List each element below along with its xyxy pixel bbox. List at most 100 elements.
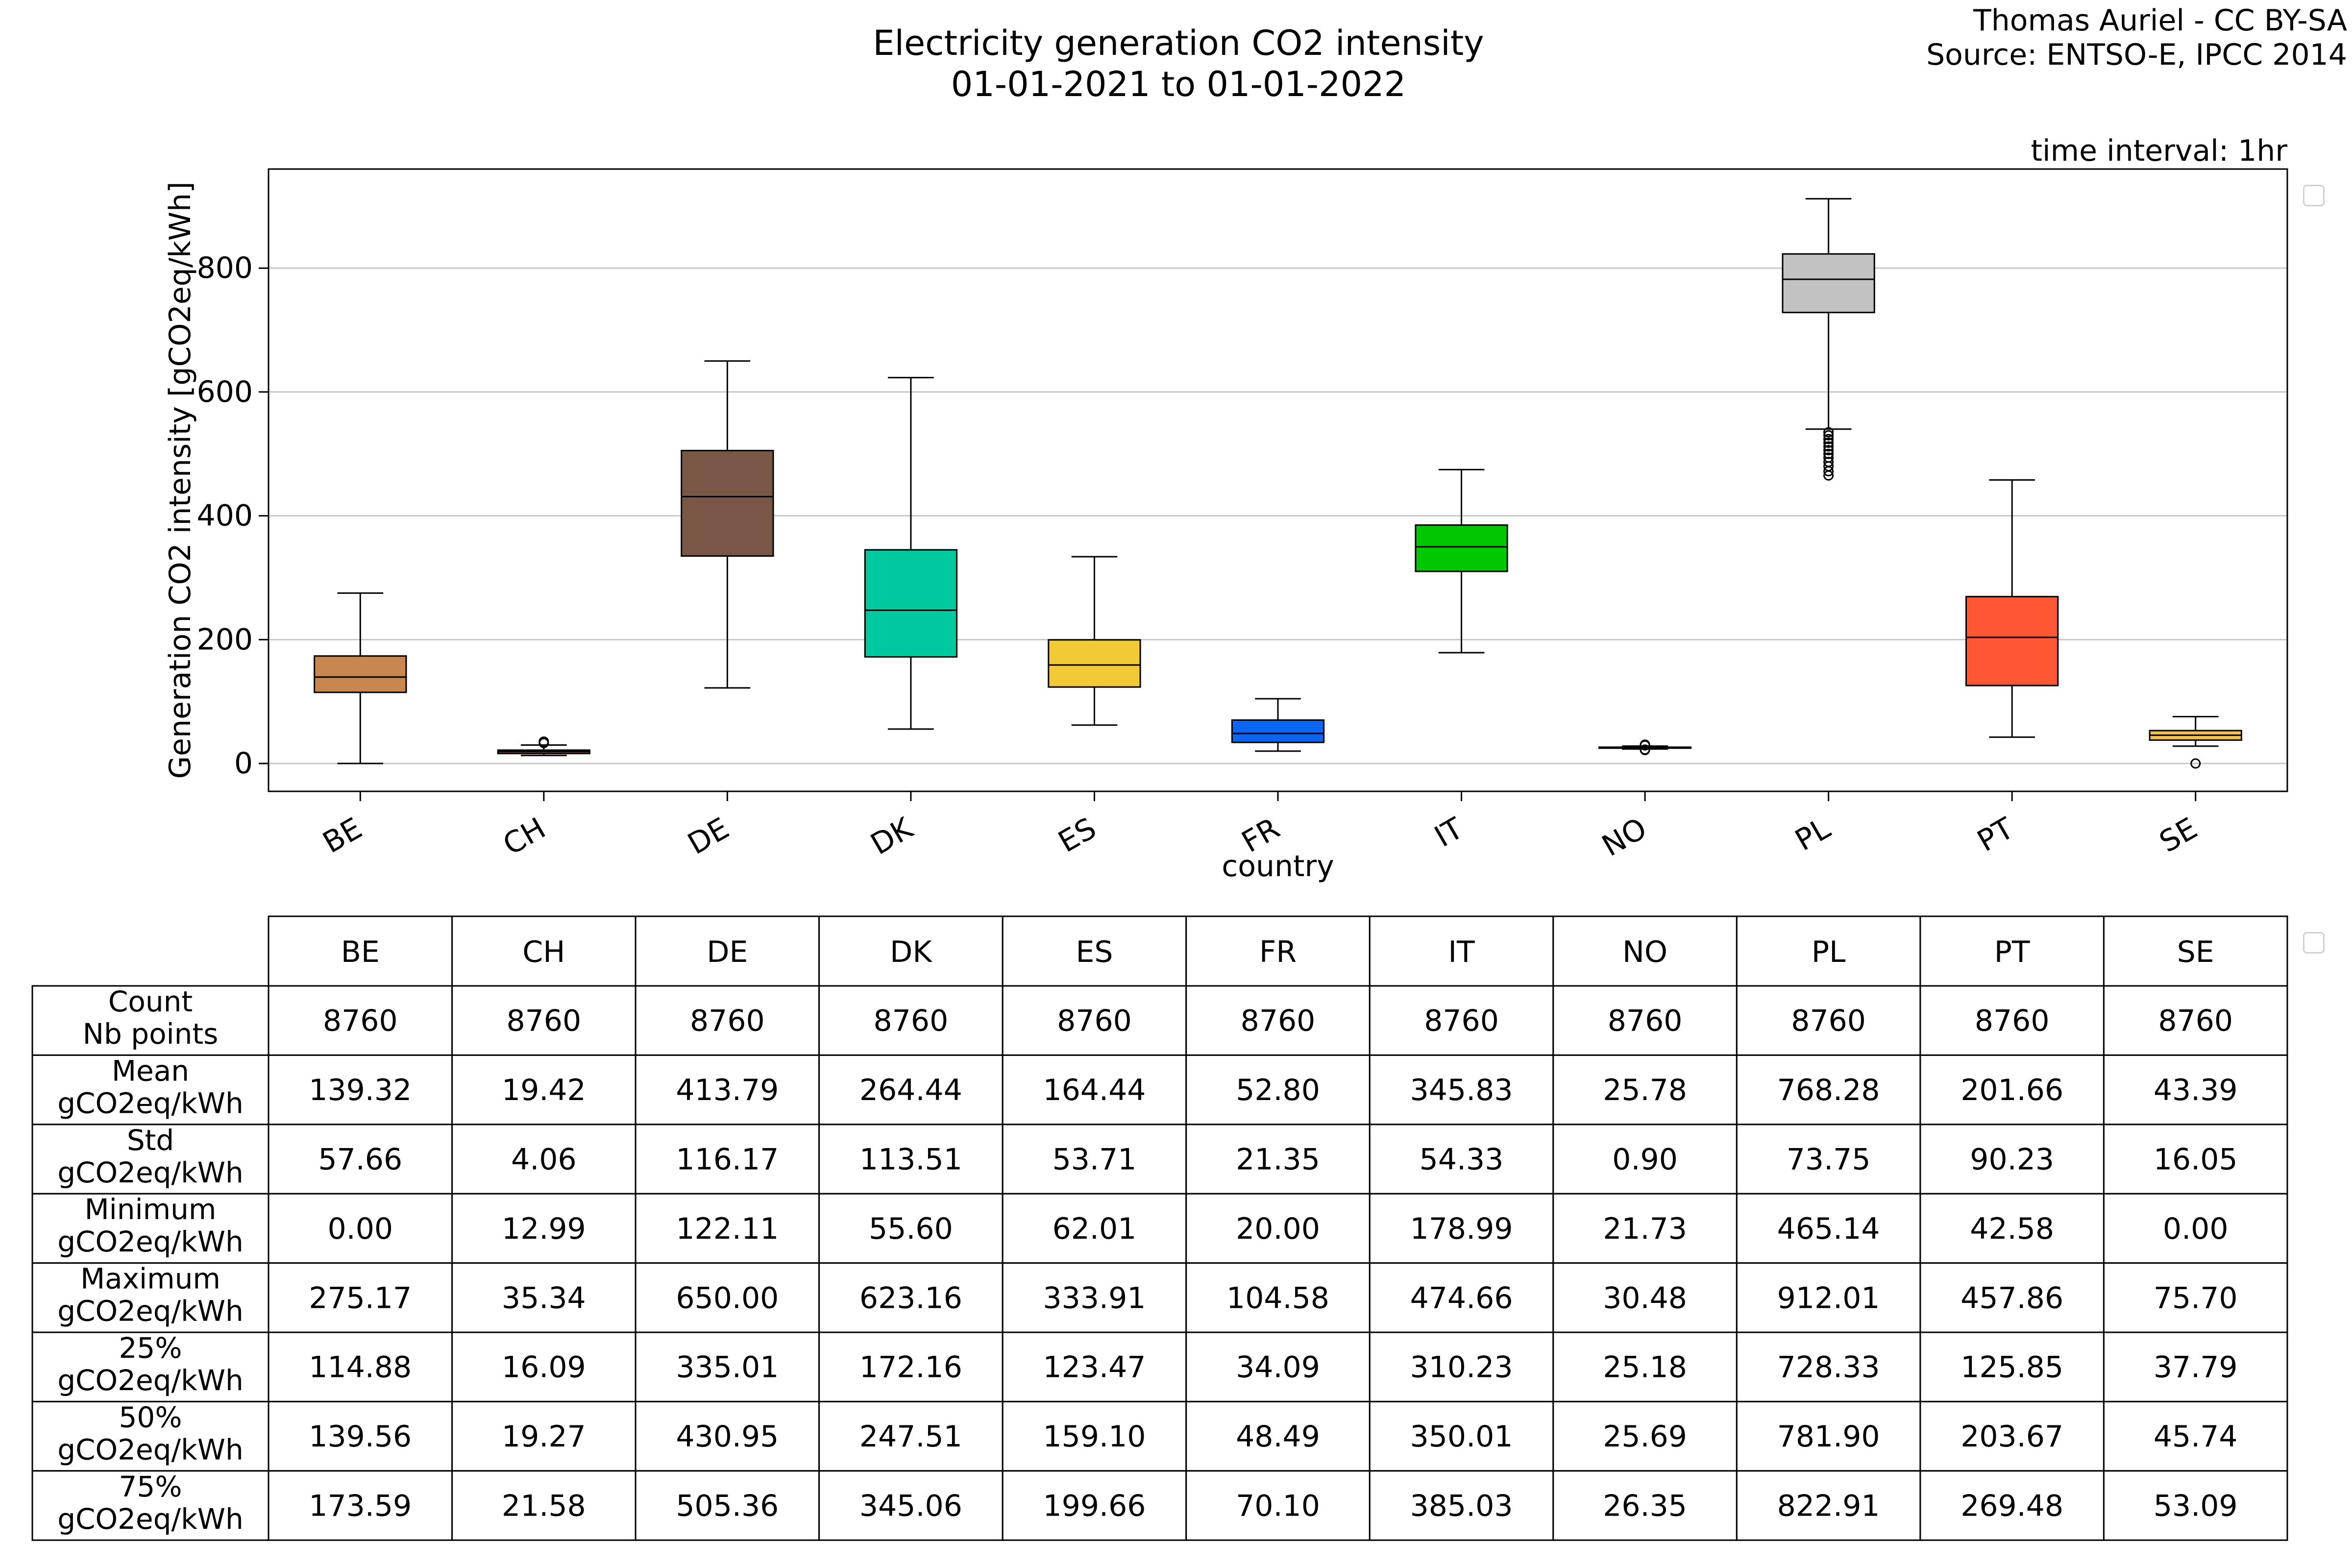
- table-cell: [818, 1193, 1004, 1264]
- table-row-unit: gCO2eq/kWh: [57, 1225, 244, 1258]
- chart-title-line1: Electricity generation CO2 intensity: [873, 23, 1484, 63]
- table-cell-value: 37.79: [2154, 1350, 2238, 1385]
- table-cell: [268, 1331, 453, 1402]
- box-pt: [1965, 479, 2059, 738]
- table-column-header: DE: [707, 935, 748, 969]
- box-iqr: [314, 655, 407, 693]
- table-cell-value: 90.23: [1970, 1143, 2054, 1177]
- table-cell: [1002, 1262, 1187, 1333]
- outlier-point: [1823, 452, 1834, 463]
- table-cell-value: 8760: [506, 1004, 581, 1038]
- table-cell-value: 26.35: [1603, 1489, 1687, 1523]
- table-cell-value: 0.00: [327, 1212, 393, 1246]
- table-cell: [1919, 1470, 2105, 1541]
- x-tick-label: IT: [1429, 811, 1469, 854]
- table-cell-value: 125.85: [1960, 1350, 2063, 1385]
- table-cell-value: 122.11: [676, 1212, 779, 1246]
- x-tick-label: DE: [682, 811, 735, 861]
- table-cell-value: 0.00: [2163, 1212, 2229, 1246]
- table-cell-value: 8760: [1791, 1004, 1866, 1038]
- table-row-label: 75%: [119, 1470, 182, 1503]
- table-cell: [818, 1331, 1004, 1402]
- table-cell: [451, 1124, 637, 1195]
- table-cell-value: 728.33: [1777, 1350, 1880, 1385]
- table-cell: [2103, 1124, 2288, 1195]
- box-iqr: [1048, 639, 1141, 688]
- x-tick-label: ES: [1053, 811, 1102, 859]
- table-cell: [635, 1262, 820, 1333]
- box-es: [1048, 556, 1141, 726]
- y-tick-label: 200: [196, 622, 253, 657]
- x-tick-label: PL: [1789, 811, 1837, 858]
- table-header-cell: [1919, 915, 2105, 987]
- table-cell-value: 25.78: [1603, 1073, 1687, 1107]
- table-cell-value: 53.09: [2154, 1489, 2238, 1523]
- table-cell: [1552, 1470, 1738, 1541]
- table-cell: [1919, 1262, 2105, 1333]
- table-cell-value: 457.86: [1960, 1281, 2063, 1315]
- table-row-unit: gCO2eq/kWh: [57, 1502, 244, 1536]
- table-cell-value: 104.58: [1226, 1281, 1329, 1315]
- table-row-label: Minimum: [85, 1193, 217, 1226]
- table-cell-value: 912.01: [1777, 1281, 1880, 1315]
- table-cell: [1185, 1470, 1371, 1541]
- table-row-unit: Nb points: [83, 1017, 219, 1051]
- table-cell: [635, 985, 820, 1056]
- table-cell: [451, 985, 637, 1056]
- table-cell-value: 30.48: [1603, 1281, 1687, 1315]
- table-header-cell: [268, 915, 453, 987]
- table-cell: [1736, 1470, 1921, 1541]
- table-cell: [818, 1470, 1004, 1541]
- table-cell-value: 8760: [2158, 1004, 2233, 1038]
- table-row: 50%gCO2eq/kWh 139.56 19.27 430.95 247.51 159.…: [31, 1400, 2288, 1472]
- table-cell-value: 173.59: [309, 1489, 412, 1523]
- table-row-label-cell: [31, 1262, 270, 1333]
- table-cell-value: 474.66: [1410, 1281, 1513, 1315]
- table-cell: [451, 1262, 637, 1333]
- outlier-point: [2190, 758, 2201, 769]
- table-cell: [1002, 1193, 1187, 1264]
- outlier-point: [1823, 448, 1834, 459]
- table-cell: [1185, 1124, 1371, 1195]
- table-cell-value: 20.00: [1236, 1212, 1320, 1246]
- table-column-header: BE: [341, 935, 380, 969]
- table-cell: [635, 1400, 820, 1472]
- x-tick-label: BE: [317, 811, 368, 860]
- y-tick-label: 400: [196, 499, 253, 533]
- table-cell-value: 0.90: [1612, 1143, 1678, 1177]
- y-tick-label: 0: [234, 746, 253, 781]
- table-cell-value: 123.47: [1043, 1350, 1146, 1385]
- y-axis-label: Generation CO2 intensity [gCO2eq/kWh]: [163, 182, 197, 779]
- table-cell: [1919, 1054, 2105, 1126]
- table-column-header: FR: [1259, 935, 1297, 969]
- table-cell-value: 55.60: [869, 1212, 953, 1246]
- table-row-label-cell: [31, 1054, 270, 1126]
- table-cell: [818, 1262, 1004, 1333]
- table-header-cell: [635, 915, 820, 987]
- table-row: 75%gCO2eq/kWh 173.59 21.58 505.36 345.06 199.…: [31, 1470, 2288, 1541]
- table-cell-value: 12.99: [502, 1212, 586, 1246]
- box-iqr: [1965, 596, 2059, 686]
- table-cell-value: 25.18: [1603, 1350, 1687, 1385]
- table-row-label: Count: [108, 985, 193, 1018]
- table-row-label: Std: [127, 1124, 174, 1157]
- box-ch: [497, 736, 590, 757]
- table-cell: [1552, 1124, 1738, 1195]
- table-cell: [1552, 1262, 1738, 1333]
- x-axis-label: country: [1222, 849, 1334, 883]
- outlier-point: [1823, 445, 1834, 456]
- table-cell-value: 465.14: [1777, 1212, 1880, 1246]
- table-cell-value: 62.01: [1053, 1212, 1137, 1246]
- table-cell-value: 8760: [1424, 1004, 1499, 1038]
- table-cell: [268, 1054, 453, 1126]
- table-cell-value: 8760: [323, 1004, 398, 1038]
- table-cell-value: 21.73: [1603, 1212, 1687, 1246]
- table-cell: [1002, 1470, 1187, 1541]
- table-cell: [1002, 1400, 1187, 1472]
- table-cell: [1736, 1262, 1921, 1333]
- outlier-point: [1823, 427, 1834, 438]
- table-cell-value: 73.75: [1787, 1143, 1871, 1177]
- table-cell-value: 8760: [1057, 1004, 1132, 1038]
